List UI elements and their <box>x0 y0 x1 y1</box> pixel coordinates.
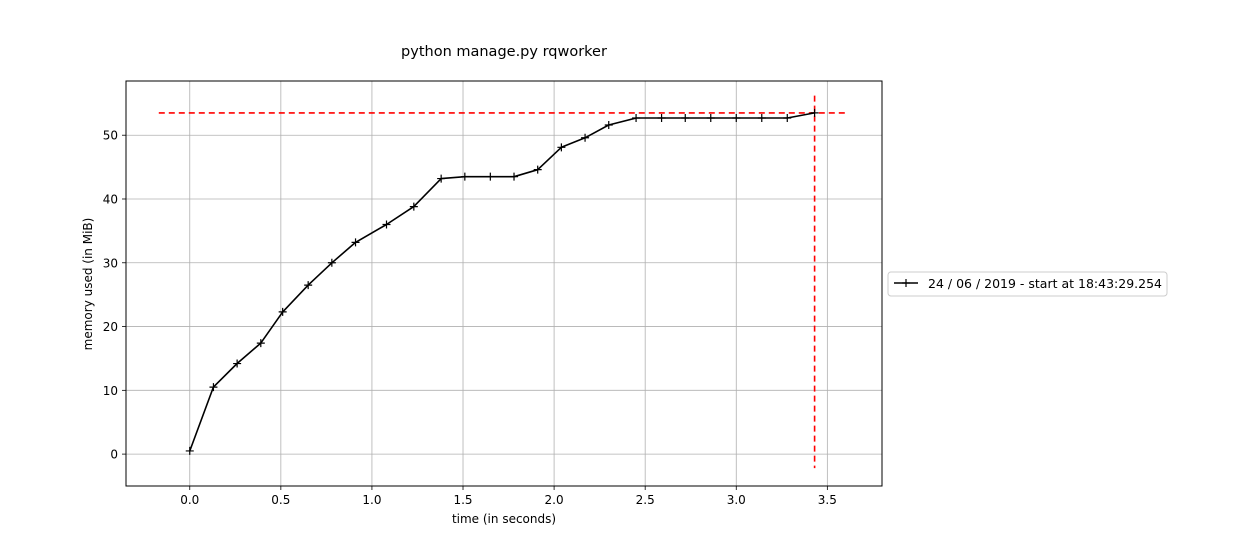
legend: 24 / 06 / 2019 - start at 18:43:29.254 <box>887 271 1168 297</box>
data-point-marker <box>409 202 418 211</box>
data-point-marker <box>732 113 741 122</box>
data-point-marker <box>278 307 287 316</box>
grid <box>126 81 882 486</box>
data-point-marker <box>510 172 519 181</box>
reference-lines <box>158 95 846 469</box>
legend-plus-marker <box>902 279 910 287</box>
x-tick-label: 0.0 <box>180 493 199 507</box>
y-tick-label: 50 <box>103 129 118 143</box>
data-point-marker <box>486 172 495 181</box>
legend-series-label: 24 / 06 / 2019 - start at 18:43:29.254 <box>928 276 1162 291</box>
y-tick-label: 30 <box>103 256 118 270</box>
y-axis-title: memory used (in MiB) <box>81 218 95 351</box>
data-point-marker <box>382 220 391 229</box>
data-point-marker <box>437 174 446 183</box>
data-point-marker <box>327 258 336 267</box>
x-tick-label: 3.0 <box>727 493 746 507</box>
x-axis-ticks: 0.0 0.5 1.0 1.5 2.0 2.5 3.0 3.5 <box>180 486 837 507</box>
plot-area-frame <box>125 80 883 487</box>
data-point-marker <box>810 108 819 117</box>
x-tick-label: 3.5 <box>818 493 837 507</box>
data-point-marker <box>185 446 194 455</box>
y-axis-ticks: 0 10 20 30 40 50 <box>103 129 126 462</box>
data-point-marker <box>209 383 218 392</box>
x-tick-label: 1.5 <box>453 493 472 507</box>
data-point-marker <box>304 281 313 290</box>
data-point-marker <box>657 113 666 122</box>
chart-title: python manage.py rqworker <box>401 44 607 60</box>
data-point-marker <box>783 113 792 122</box>
data-point-marker <box>632 113 641 122</box>
data-point-marker <box>706 113 715 122</box>
series-layer <box>185 108 819 455</box>
x-tick-label: 2.0 <box>545 493 564 507</box>
data-point-marker <box>533 165 542 174</box>
data-point-marker <box>557 143 566 152</box>
y-tick-label: 40 <box>103 192 118 206</box>
data-point-marker <box>681 113 690 122</box>
x-tick-label: 1.0 <box>362 493 381 507</box>
data-point-marker <box>581 133 590 142</box>
y-tick-label: 0 <box>110 448 118 462</box>
x-tick-label: 0.5 <box>271 493 290 507</box>
legend-box <box>887 271 1168 297</box>
y-tick-label: 20 <box>103 320 118 334</box>
data-point-marker <box>757 113 766 122</box>
data-point-marker <box>460 172 469 181</box>
x-axis-title: time (in seconds) <box>452 512 556 526</box>
data-point-marker <box>233 359 242 368</box>
x-tick-label: 2.5 <box>636 493 655 507</box>
data-point-marker <box>256 339 265 348</box>
series-line <box>189 112 815 452</box>
y-tick-label: 10 <box>103 384 118 398</box>
data-point-marker <box>604 121 613 130</box>
data-point-marker <box>351 238 360 247</box>
